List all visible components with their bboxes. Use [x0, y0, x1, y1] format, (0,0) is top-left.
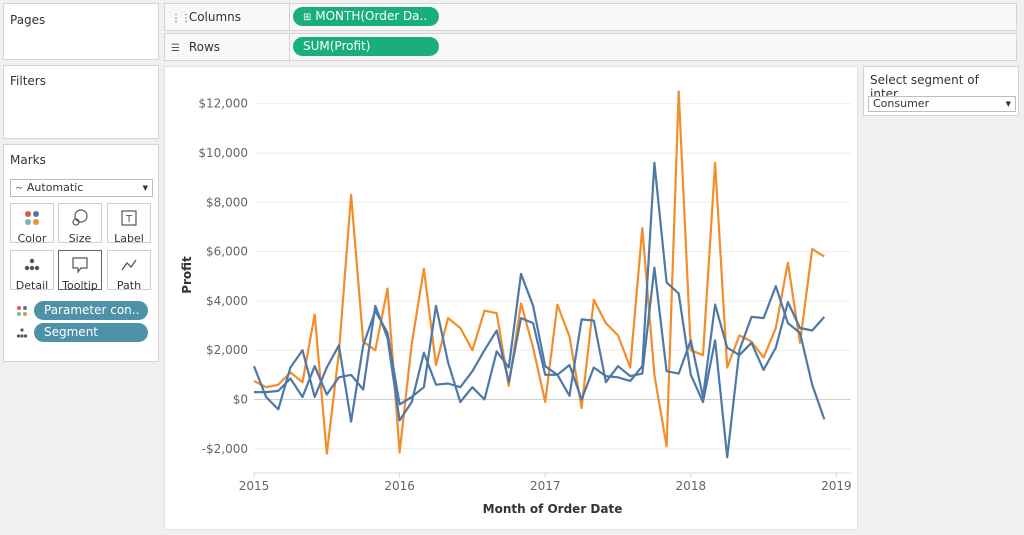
tooltip-button-label: Tooltip — [62, 279, 98, 292]
rows-pill-sum-profit[interactable]: SUM(Profit) — [293, 37, 439, 56]
y-tick-label: $0 — [233, 393, 248, 407]
chevron-down-icon: ▼ — [1005, 100, 1011, 108]
y-tick-label: $4,000 — [206, 294, 248, 308]
filters-shelf[interactable]: Filters — [3, 65, 159, 139]
segment-select[interactable]: Consumer ▼ — [868, 96, 1016, 112]
color-dots-icon — [25, 211, 39, 225]
x-tick-label: 2016 — [384, 479, 415, 493]
y-tick-label: -$2,000 — [202, 442, 248, 456]
x-tick-label: 2018 — [676, 479, 707, 493]
y-tick-label: $12,000 — [198, 97, 248, 111]
detail-dots-icon — [24, 258, 40, 271]
y-axis-title: Profit — [180, 256, 194, 294]
marks-pill-parameter-control[interactable]: Parameter con.. — [34, 301, 148, 320]
y-tick-label: $6,000 — [206, 245, 248, 259]
mark-type-value: Automatic — [26, 181, 84, 194]
line-chart: -$2,000 $0 $2,000 $4,000 $6,000 $8,000 $10,000… — [180, 90, 852, 516]
rows-label: ☰ Rows — [165, 34, 290, 60]
detail-button-label: Detail — [15, 279, 49, 292]
detail-button[interactable]: Detail — [10, 250, 54, 292]
chevron-down-icon: ▼ — [142, 184, 148, 192]
marks-title: Marks — [10, 153, 46, 167]
pages-title: Pages — [10, 13, 46, 27]
svg-text:T: T — [125, 214, 133, 225]
columns-label-text: Columns — [188, 10, 242, 24]
columns-pill-month-order-date[interactable]: ⊞ MONTH(Order Da.. — [293, 7, 439, 26]
series-line-2 — [252, 161, 826, 459]
color-button[interactable]: Color — [10, 203, 54, 245]
y-tick-label: $8,000 — [206, 195, 248, 209]
x-tick-label: 2019 — [821, 479, 852, 493]
columns-shelf[interactable]: ⋮⋮ Columns ⊞ MONTH(Order Da.. — [164, 3, 1017, 31]
size-icon — [72, 209, 88, 226]
path-button[interactable]: Path — [107, 250, 151, 292]
columns-label: ⋮⋮ Columns — [165, 4, 290, 30]
expand-plus-icon: ⊞ — [303, 12, 312, 23]
detail-dots-icon — [16, 328, 28, 338]
chart-view: -$2,000 $0 $2,000 $4,000 $6,000 $8,000 $10,000… — [164, 66, 858, 530]
x-tick-label: 2017 — [530, 479, 561, 493]
x-axis-title: Month of Order Date — [483, 502, 623, 516]
rows-label-text: Rows — [188, 40, 221, 54]
columns-icon: ⋮⋮ — [171, 13, 191, 24]
line-mark-icon: ∼ — [15, 183, 24, 194]
path-icon — [121, 259, 137, 271]
series-line-1 — [253, 90, 825, 455]
mark-type-dropdown[interactable]: ∼ Automatic ▼ — [10, 179, 153, 197]
size-button[interactable]: Size — [58, 203, 102, 245]
filters-title: Filters — [10, 74, 46, 88]
parameter-control: Select segment of inter... Consumer ▼ — [863, 66, 1019, 116]
rows-shelf[interactable]: ☰ Rows SUM(Profit) — [164, 33, 1017, 61]
color-dots-icon — [17, 306, 27, 316]
marks-card: Marks ∼ Automatic ▼ Color Size T Label D… — [3, 144, 159, 362]
label-button[interactable]: T Label — [107, 203, 151, 245]
path-button-label: Path — [116, 279, 142, 292]
color-button-label: Color — [17, 232, 47, 245]
size-button-label: Size — [68, 232, 92, 245]
label-button-label: Label — [114, 232, 144, 245]
series-line-3 — [254, 266, 826, 422]
marks-pill-segment[interactable]: Segment — [34, 323, 148, 342]
x-tick-label: 2015 — [239, 479, 270, 493]
segment-select-value: Consumer — [873, 97, 930, 110]
tooltip-button[interactable]: Tooltip — [58, 250, 102, 292]
tooltip-icon — [72, 257, 88, 274]
label-icon: T — [121, 210, 137, 226]
rows-icon: ☰ — [171, 43, 180, 54]
pages-shelf[interactable]: Pages — [3, 3, 159, 60]
y-tick-label: $2,000 — [206, 343, 248, 357]
y-tick-label: $10,000 — [198, 146, 248, 160]
